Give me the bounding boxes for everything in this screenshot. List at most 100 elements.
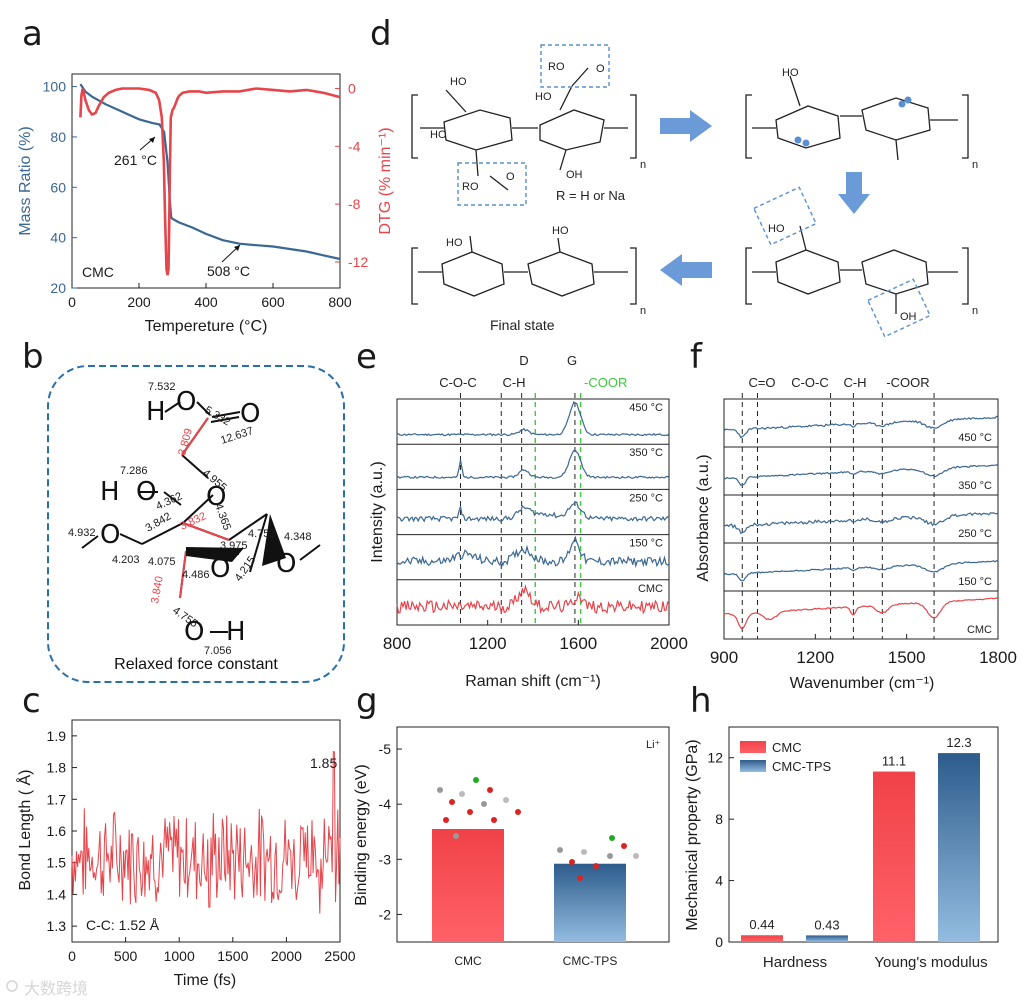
panel-b: b H O O H O O O O — [22, 337, 345, 683]
d-oh-1: OH — [566, 169, 583, 181]
a-y2tick-label: -8 — [348, 196, 361, 212]
e-spectrum — [396, 584, 670, 615]
f-series-label: 150 °C — [958, 576, 992, 588]
a-xlabel: Tempereture (°C) — [145, 318, 268, 335]
g-inset-label: Li⁺ — [646, 739, 661, 751]
f-spectrum — [723, 464, 999, 486]
a-xtick-label: 200 — [127, 294, 151, 310]
h-ytick-label: 8 — [715, 811, 723, 827]
panel-b-caption: Relaxed force constant — [114, 656, 278, 673]
c-max-label: 1.85 — [310, 755, 337, 771]
panel-c-frame — [71, 719, 341, 943]
d-ho-3: HO — [535, 91, 552, 103]
a-xtick-label: 0 — [68, 294, 76, 310]
fc-3975: 3.975 — [220, 540, 248, 552]
panel-c: c 0 500 1000 1500 2000 2500 1.3 1.4 1.5 1.6 1.7 1.8… — [15, 681, 356, 989]
a-xtick-label: 600 — [261, 294, 285, 310]
fc-12637: 12.637 — [219, 425, 255, 447]
arrow-head-261 — [149, 137, 155, 143]
g-category-label: CMC-TPS — [563, 954, 618, 968]
fc-4348: 4.348 — [284, 531, 312, 543]
c-ytick-label: 1.5 — [47, 855, 67, 871]
a-y2label: DTG (% min⁻¹) — [377, 127, 394, 234]
panel-letter-b: b — [22, 337, 44, 377]
c-ytick-label: 1.3 — [47, 918, 67, 934]
h-bar-cmc-0 — [741, 935, 783, 942]
d-n-3: n — [972, 305, 978, 317]
fc-4932: 4.932 — [68, 527, 96, 539]
e-xtick-label: 2000 — [650, 634, 688, 653]
panel-letter-h: h — [690, 681, 712, 721]
e-xtick-label: 1200 — [469, 634, 507, 653]
c-xtick-label: 2000 — [271, 948, 302, 964]
arrow-down — [838, 172, 870, 214]
arrow-left — [660, 254, 712, 286]
e-ylabel: Intensity (a.u.) — [369, 461, 386, 562]
c-xtick-label: 1000 — [164, 948, 195, 964]
d-n-1: n — [640, 159, 646, 171]
panel-h-frame — [728, 726, 999, 943]
d-n-4: n — [640, 305, 646, 317]
f-peak-label: C=O — [748, 375, 775, 390]
h-bar-cmc-1 — [873, 771, 915, 942]
h-data-label: 0.43 — [814, 917, 839, 932]
h-ytick-label: 0 — [715, 934, 723, 950]
final-state-label: Final state — [490, 317, 555, 333]
g-ytick-label: -3 — [379, 851, 392, 867]
f-spectrum — [723, 597, 999, 631]
f-spectrum — [723, 415, 999, 439]
arrow-right — [660, 110, 712, 142]
d-n-2: n — [972, 159, 978, 171]
atom-o4: O — [206, 482, 226, 512]
h-ytick-label: 4 — [715, 873, 723, 889]
c-xtick-label: 0 — [68, 948, 76, 964]
d-ho-5: HO — [768, 223, 785, 235]
g-ytick-label: -5 — [379, 741, 392, 757]
mass-ratio-curve — [79, 83, 341, 261]
chain-2-structure — [745, 75, 969, 161]
fc-7286: 7.286 — [120, 465, 148, 477]
atom-o8: O — [184, 617, 204, 647]
d-ho-2: HO — [430, 129, 447, 141]
f-spectrum — [723, 512, 999, 534]
h-data-label: 0.44 — [749, 917, 774, 932]
h-ytick-label: 12 — [707, 750, 723, 766]
wedge-bond — [186, 547, 244, 562]
f-xtick-label: 1800 — [979, 648, 1017, 667]
panel-h: h 0 4 8 12 0.44 0.43 Hardness 11.1 12.3 Young's m… — [684, 681, 999, 971]
a-ylabel: Mass Ratio (%) — [17, 126, 34, 235]
dashed-box-ch2oh-top — [752, 186, 818, 246]
f-spectrum — [723, 560, 999, 582]
a-y2tick-label: -4 — [348, 138, 361, 154]
dashed-box-ch2oh-bottom — [866, 278, 932, 338]
panel-letter-g: g — [356, 681, 378, 721]
d-o-1: O — [596, 63, 605, 75]
f-series-label: 350 °C — [958, 480, 992, 492]
fc-7532: 7.532 — [148, 381, 176, 393]
e-series-label: 150 °C — [629, 538, 663, 550]
panel-g: g -2 -3 -4 -5 CMC CMC-TPS Li⁺ Binding energy … — [353, 681, 670, 968]
c-ytick-label: 1.8 — [47, 760, 67, 776]
atom-o5: O — [100, 520, 120, 550]
e-spectrum — [396, 401, 670, 437]
molecule-cluster-cmc — [437, 777, 521, 839]
annotation-cmc: CMC — [82, 264, 114, 280]
f-series-label: CMC — [967, 624, 992, 636]
g-bar-cmc — [432, 828, 504, 942]
legend-swatch-cmc-tps — [740, 760, 766, 772]
panel-letter-f: f — [690, 337, 703, 377]
atom-o7: O — [276, 549, 296, 579]
watermark-icon — [6, 980, 18, 992]
e-series-label: 350 °C — [629, 447, 663, 459]
h-bar-cmc-tps-0 — [806, 935, 848, 942]
wedge-bond-right — [262, 514, 286, 566]
a-ytick-label: 40 — [50, 230, 66, 246]
e-spectrum — [396, 535, 670, 569]
fc-4215: 4.215 — [233, 554, 259, 583]
a-ytick-label: 80 — [50, 129, 66, 145]
f-ylabel: Absorbance (a.u.) — [695, 454, 712, 581]
molecule-cluster-tps — [557, 835, 639, 881]
h-data-label: 11.1 — [882, 754, 906, 769]
d-oh-2: OH — [900, 311, 917, 323]
a-xtick-label: 800 — [328, 294, 352, 310]
